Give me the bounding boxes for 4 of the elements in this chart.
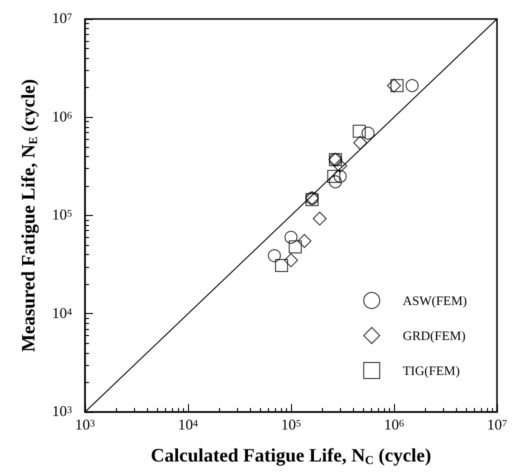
legend-label: ASW(FEM) [402,293,468,308]
legend-label: TIG(FEM) [402,363,460,378]
legend-label: GRD(FEM) [402,328,466,343]
y-axis-title: Measured Fatigue Life, NE (cycle) [18,78,40,352]
